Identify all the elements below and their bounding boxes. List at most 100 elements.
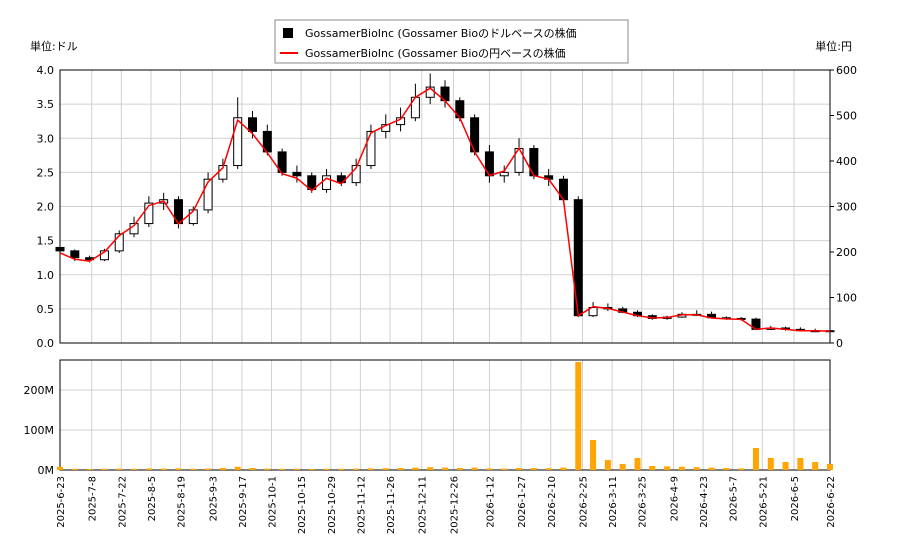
y-tick-label: 1.5 xyxy=(37,235,55,248)
x-tick-label: 2025-9-17 xyxy=(238,476,249,528)
x-tick-label: 2026-5-7 xyxy=(729,476,740,521)
legend-label: GossamerBioInc (Gossamer Bioのドルベースの株価 xyxy=(305,26,577,40)
x-tick-label: 2026-2-25 xyxy=(579,476,590,528)
volume-bar xyxy=(116,468,123,470)
y-tick-label: 2.0 xyxy=(37,201,55,214)
volume-bar xyxy=(175,468,182,470)
y2-tick-label: 300 xyxy=(836,201,857,214)
volume-bar xyxy=(442,467,448,470)
volume-bar xyxy=(353,468,360,470)
x-tick-label: 2025-7-8 xyxy=(88,476,99,521)
volume-bar xyxy=(560,467,567,470)
volume-bar xyxy=(827,464,833,470)
volume-bar xyxy=(723,468,730,470)
candle-body xyxy=(144,202,154,225)
volume-bar xyxy=(71,468,78,470)
volume-bar xyxy=(412,467,419,470)
volume-bar xyxy=(797,458,804,470)
candle-body xyxy=(588,307,598,317)
volume-bar xyxy=(86,469,93,470)
volume-bar xyxy=(619,464,626,470)
y-axis-label: 単位:ドル xyxy=(30,39,78,53)
legend-swatch xyxy=(283,28,293,38)
x-tick-label: 2025-8-5 xyxy=(147,476,158,521)
volume-bar xyxy=(427,467,434,470)
x-tick-label: 2025-12-11 xyxy=(418,476,429,534)
volume-bar xyxy=(219,468,226,470)
x-tick-label: 2025-7-22 xyxy=(117,476,128,528)
legend-label: GossamerBioInc (Gossamer Bioの円ベースの株価 xyxy=(305,46,566,60)
x-tick-label: 2026-4-23 xyxy=(699,476,710,528)
y-tick-label: 100M xyxy=(24,424,55,437)
volume-bar xyxy=(575,362,582,470)
y-tick-label: 1.0 xyxy=(37,269,55,282)
volume-bar xyxy=(767,458,774,470)
x-tick-label: 2026-6-5 xyxy=(790,476,801,521)
price-line xyxy=(59,87,831,332)
x-tick-label: 2025-9-3 xyxy=(208,476,219,521)
x-tick-label: 2026-1-12 xyxy=(485,476,496,528)
candle-body xyxy=(233,117,243,167)
volume-bar xyxy=(812,462,819,470)
x-tick-label: 2025-12-26 xyxy=(449,476,460,534)
volume-bar xyxy=(501,468,508,470)
volume-bar xyxy=(367,468,374,470)
volume-bar xyxy=(604,460,611,470)
volume-bar xyxy=(308,469,315,470)
y-tick-label: 3.5 xyxy=(37,98,55,111)
x-tick-label: 2026-6-22 xyxy=(826,476,837,528)
volume-bar xyxy=(338,468,345,470)
volume-bar xyxy=(101,468,108,470)
y-tick-label: 4.0 xyxy=(37,64,55,77)
x-tick-label: 2025-8-19 xyxy=(177,476,188,528)
volume-bar xyxy=(486,468,493,470)
candle-body xyxy=(351,165,361,184)
volume-bar xyxy=(264,468,271,470)
volume-bar xyxy=(634,458,641,470)
x-tick-label: 2026-3-25 xyxy=(638,476,649,528)
y-tick-label: 0M xyxy=(38,464,55,477)
volume-bar xyxy=(57,466,63,470)
y2-tick-label: 400 xyxy=(836,155,857,168)
volume-bar xyxy=(382,468,389,470)
legend xyxy=(274,19,629,64)
candle-body xyxy=(203,178,213,211)
y-tick-label: 3.0 xyxy=(37,132,55,145)
volume-bar xyxy=(160,468,167,470)
candle-body xyxy=(307,175,317,190)
x-tick-label: 2026-2-10 xyxy=(547,476,558,528)
volume-bar xyxy=(145,468,152,470)
volume-frame xyxy=(59,359,831,471)
volume-bar xyxy=(131,468,138,470)
x-tick-label: 2025-10-15 xyxy=(297,476,308,534)
y-tick-label: 0.5 xyxy=(37,303,55,316)
y2-axis-label: 単位:円 xyxy=(815,39,852,53)
volume-bar xyxy=(708,467,715,470)
volume-bar xyxy=(471,467,478,470)
x-tick-label: 2026-4-9 xyxy=(669,476,680,521)
candle-body xyxy=(322,175,332,190)
candle-body xyxy=(366,130,376,167)
x-tick-label: 2025-10-29 xyxy=(327,476,338,534)
y-tick-label: 2.5 xyxy=(37,166,55,179)
candle-body xyxy=(114,233,124,252)
y-tick-label: 200M xyxy=(24,384,55,397)
x-tick-label: 2026-1-27 xyxy=(517,476,528,528)
candle-body xyxy=(70,250,80,259)
x-tick-label: 2026-5-21 xyxy=(758,476,769,528)
candle-body xyxy=(292,171,302,177)
volume-bar xyxy=(234,466,241,470)
volume-bar xyxy=(782,462,789,470)
volume-bar xyxy=(205,468,212,470)
volume-bar xyxy=(323,468,330,470)
y2-tick-label: 0 xyxy=(836,337,843,350)
x-tick-label: 2025-6-23 xyxy=(56,476,67,528)
x-tick-label: 2025-10-1 xyxy=(268,476,279,528)
x-tick-label: 2025-11-12 xyxy=(356,476,367,534)
volume-bar xyxy=(530,468,537,470)
volume-bar xyxy=(738,468,745,470)
volume-bar xyxy=(516,468,523,470)
volume-bar xyxy=(664,466,671,470)
volume-bar xyxy=(279,468,286,470)
